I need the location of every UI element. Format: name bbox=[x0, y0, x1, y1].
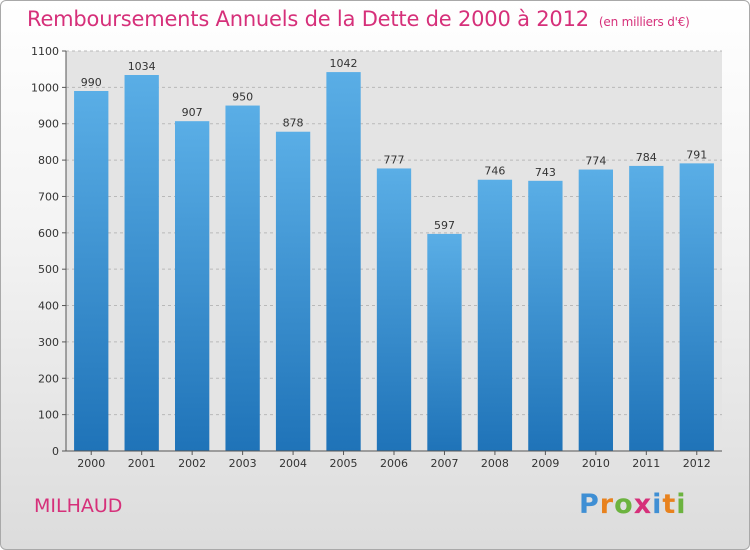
bar bbox=[679, 163, 714, 451]
bar bbox=[376, 168, 412, 452]
logo-letter: i bbox=[652, 489, 663, 520]
x-tick-label: 2011 bbox=[632, 457, 660, 470]
y-tick-label: 600 bbox=[38, 227, 59, 240]
x-tick-label: 2007 bbox=[430, 457, 458, 470]
x-tick-label: 2002 bbox=[178, 457, 206, 470]
bar bbox=[578, 169, 614, 451]
bar bbox=[528, 180, 563, 451]
title-text: Remboursements Annuels de la Dette de 20… bbox=[27, 7, 589, 31]
y-tick-label: 800 bbox=[38, 154, 59, 167]
x-tick-label: 2005 bbox=[330, 457, 358, 470]
bar bbox=[275, 131, 311, 451]
bar-value-label: 990 bbox=[81, 76, 102, 89]
y-tick-label: 1100 bbox=[31, 45, 59, 58]
city-name: MILHAUD bbox=[34, 495, 123, 517]
bar bbox=[225, 105, 260, 451]
bar bbox=[427, 233, 462, 451]
bar bbox=[124, 75, 159, 451]
x-tick-label: 2009 bbox=[531, 457, 559, 470]
logo-letter: r bbox=[599, 489, 615, 520]
bar bbox=[477, 179, 513, 451]
chart-subtitle: (en milliers d'€) bbox=[598, 15, 690, 29]
x-tick-label: 2008 bbox=[481, 457, 509, 470]
bar-value-label: 597 bbox=[434, 219, 455, 232]
y-tick-label: 200 bbox=[38, 372, 59, 385]
bar-value-label: 774 bbox=[585, 155, 606, 168]
x-tick-label: 2001 bbox=[128, 457, 156, 470]
y-tick-label: 1000 bbox=[31, 81, 59, 94]
y-tick-label: 100 bbox=[38, 409, 59, 422]
bars bbox=[74, 72, 714, 452]
bar-value-label: 878 bbox=[283, 117, 304, 130]
bar-value-label: 791 bbox=[686, 148, 707, 161]
bar-value-label: 743 bbox=[535, 166, 556, 179]
logo-letter: i bbox=[676, 489, 687, 520]
y-tick-label: 700 bbox=[38, 190, 59, 203]
proxiti-logo: Proxiti bbox=[579, 489, 687, 520]
y-tick-label: 300 bbox=[38, 336, 59, 349]
bar-value-label: 784 bbox=[636, 151, 657, 164]
bar-value-label: 950 bbox=[232, 91, 253, 104]
x-tick-label: 2003 bbox=[229, 457, 257, 470]
y-tick-label: 900 bbox=[38, 118, 59, 131]
logo-letter: P bbox=[579, 489, 600, 520]
y-tick-label: 500 bbox=[38, 263, 59, 276]
chart-title: Remboursements Annuels de la Dette de 20… bbox=[27, 7, 690, 31]
bar-value-label: 777 bbox=[384, 153, 405, 166]
axes bbox=[62, 50, 722, 455]
logo-letter: t bbox=[662, 489, 677, 520]
bar-value-label: 907 bbox=[182, 106, 203, 119]
bar-value-label: 746 bbox=[484, 165, 505, 178]
x-tick-label: 2010 bbox=[582, 457, 610, 470]
bar bbox=[326, 72, 361, 451]
logo-letter: o bbox=[614, 489, 634, 520]
y-tick-label: 0 bbox=[52, 445, 59, 458]
x-tick-label: 2012 bbox=[683, 457, 711, 470]
bar bbox=[174, 121, 210, 451]
x-tick-label: 2006 bbox=[380, 457, 408, 470]
bar bbox=[74, 91, 109, 451]
bar-value-label: 1042 bbox=[330, 57, 358, 70]
bar bbox=[629, 165, 664, 451]
labels: 0 100 200 300 400 500 600 700 800 900 1000 1100 990 2… bbox=[31, 45, 711, 470]
bar-value-label: 1034 bbox=[128, 60, 156, 73]
logo-letter: x bbox=[633, 489, 653, 520]
x-tick-label: 2004 bbox=[279, 457, 307, 470]
x-tick-label: 2000 bbox=[77, 457, 105, 470]
y-tick-label: 400 bbox=[38, 300, 59, 313]
